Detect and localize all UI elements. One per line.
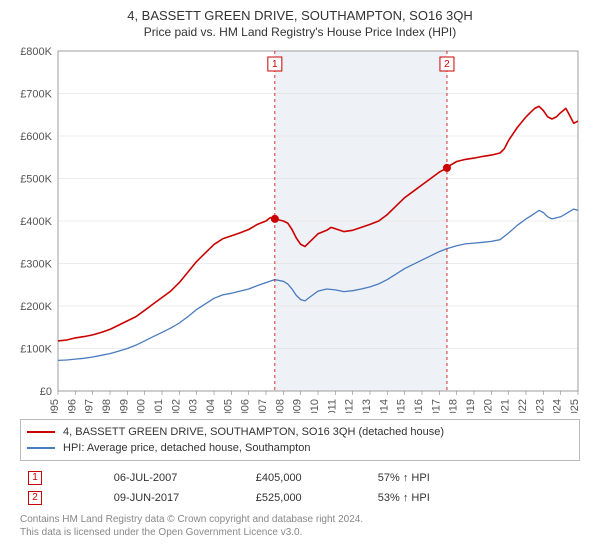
svg-text:£600K: £600K bbox=[20, 131, 52, 143]
svg-text:1998: 1998 bbox=[101, 399, 113, 413]
svg-text:2016: 2016 bbox=[413, 399, 425, 413]
svg-text:£700K: £700K bbox=[20, 89, 52, 101]
svg-text:2011: 2011 bbox=[326, 399, 338, 413]
transaction-date: 09-JUN-2017 bbox=[108, 489, 248, 507]
svg-text:2021: 2021 bbox=[500, 399, 512, 413]
transaction-price: £525,000 bbox=[250, 489, 370, 507]
svg-text:2024: 2024 bbox=[552, 399, 564, 413]
svg-text:£500K: £500K bbox=[20, 174, 52, 186]
footer-line: This data is licensed under the Open Gov… bbox=[20, 526, 580, 539]
transaction-marker: 1 bbox=[22, 469, 106, 487]
svg-text:2022: 2022 bbox=[517, 399, 529, 413]
svg-text:2004: 2004 bbox=[205, 399, 217, 413]
svg-text:2003: 2003 bbox=[188, 399, 200, 413]
chart-svg: £0 £100K £200K £300K £400K £500K £600K £700K £80… bbox=[10, 45, 590, 413]
svg-text:2005: 2005 bbox=[222, 399, 234, 413]
svg-text:2: 2 bbox=[444, 59, 450, 70]
transaction-row: 209-JUN-2017£525,00053% ↑ HPI bbox=[22, 489, 578, 507]
svg-text:1996: 1996 bbox=[66, 399, 78, 413]
transaction-marker: 2 bbox=[22, 489, 106, 507]
svg-text:2019: 2019 bbox=[465, 399, 477, 413]
svg-text:2002: 2002 bbox=[170, 399, 182, 413]
svg-text:£0: £0 bbox=[40, 386, 52, 398]
svg-text:1995: 1995 bbox=[49, 399, 61, 413]
svg-text:2008: 2008 bbox=[274, 399, 286, 413]
legend-swatch bbox=[27, 431, 55, 433]
legend-label: HPI: Average price, detached house, Sout… bbox=[63, 440, 310, 456]
svg-text:£400K: £400K bbox=[20, 216, 52, 228]
svg-text:2013: 2013 bbox=[361, 399, 373, 413]
svg-text:2020: 2020 bbox=[482, 399, 494, 413]
svg-text:1997: 1997 bbox=[84, 399, 96, 413]
footer-line: Contains HM Land Registry data © Crown c… bbox=[20, 513, 580, 526]
chart-container: 4, BASSETT GREEN DRIVE, SOUTHAMPTON, SO1… bbox=[0, 0, 600, 560]
legend: 4, BASSETT GREEN DRIVE, SOUTHAMPTON, SO1… bbox=[20, 419, 580, 461]
svg-text:1999: 1999 bbox=[118, 399, 130, 413]
svg-text:2000: 2000 bbox=[136, 399, 148, 413]
transaction-vs-hpi: 57% ↑ HPI bbox=[372, 469, 578, 487]
chart-title: 4, BASSETT GREEN DRIVE, SOUTHAMPTON, SO1… bbox=[10, 8, 590, 23]
chart-area: £0 £100K £200K £300K £400K £500K £600K £700K £80… bbox=[10, 45, 590, 413]
legend-row: HPI: Average price, detached house, Sout… bbox=[27, 440, 573, 456]
transaction-row: 106-JUL-2007£405,00057% ↑ HPI bbox=[22, 469, 578, 487]
legend-swatch bbox=[27, 447, 55, 449]
chart-subtitle: Price paid vs. HM Land Registry's House … bbox=[10, 25, 590, 39]
svg-text:2001: 2001 bbox=[153, 399, 165, 413]
svg-text:2007: 2007 bbox=[257, 399, 269, 413]
svg-text:£100K: £100K bbox=[20, 344, 52, 356]
svg-text:2014: 2014 bbox=[378, 399, 390, 413]
svg-text:2015: 2015 bbox=[396, 399, 408, 413]
svg-text:2012: 2012 bbox=[344, 399, 356, 413]
transactions-table: 106-JUL-2007£405,00057% ↑ HPI 209-JUN-201… bbox=[20, 467, 580, 509]
svg-text:£300K: £300K bbox=[20, 259, 52, 271]
transaction-price: £405,000 bbox=[250, 469, 370, 487]
transaction-date: 06-JUL-2007 bbox=[108, 469, 248, 487]
transaction-vs-hpi: 53% ↑ HPI bbox=[372, 489, 578, 507]
svg-text:1: 1 bbox=[272, 59, 278, 70]
legend-row: 4, BASSETT GREEN DRIVE, SOUTHAMPTON, SO1… bbox=[27, 424, 573, 440]
svg-text:£800K: £800K bbox=[20, 46, 52, 58]
svg-text:2006: 2006 bbox=[240, 399, 252, 413]
svg-text:2017: 2017 bbox=[430, 399, 442, 413]
svg-text:2023: 2023 bbox=[534, 399, 546, 413]
svg-text:2025: 2025 bbox=[569, 399, 581, 413]
svg-text:£200K: £200K bbox=[20, 301, 52, 313]
legend-label: 4, BASSETT GREEN DRIVE, SOUTHAMPTON, SO1… bbox=[63, 424, 444, 440]
svg-text:2009: 2009 bbox=[292, 399, 304, 413]
svg-text:2018: 2018 bbox=[448, 399, 460, 413]
svg-text:2010: 2010 bbox=[309, 399, 321, 413]
attribution-footer: Contains HM Land Registry data © Crown c… bbox=[20, 513, 580, 539]
